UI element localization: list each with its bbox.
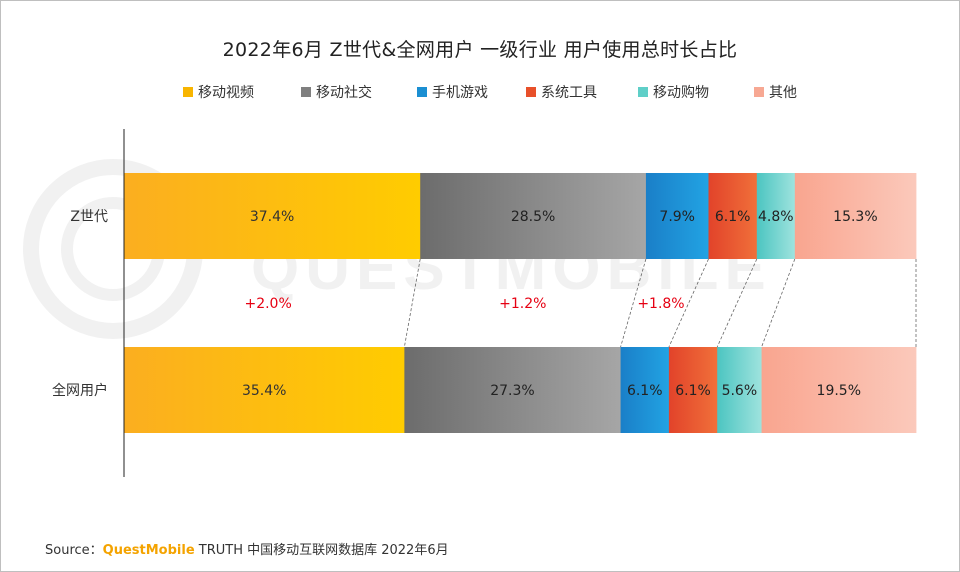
legend-swatch-shopping <box>638 87 648 97</box>
bar-all-users-4 <box>717 347 762 433</box>
data-label-all-users-1: 27.3% <box>490 383 534 399</box>
legend-item-tools: 系统工具 <box>526 82 597 102</box>
difference-label-2: +1.8% <box>637 296 684 312</box>
bar-all-users-2 <box>620 347 670 433</box>
legend-swatch-games <box>417 87 427 97</box>
source-note: Source：QuestMobile TRUTH 中国移动互联网数据库 2022… <box>45 539 449 558</box>
data-label-all-users-3: 6.1% <box>675 383 711 399</box>
data-label-z-generation-1: 28.5% <box>511 209 555 225</box>
data-label-z-generation-4: 4.8% <box>758 209 794 225</box>
connector-line-4 <box>716 258 758 348</box>
legend-label-video: 移动视频 <box>198 85 254 101</box>
bar-z-generation-1 <box>420 173 647 259</box>
difference-label-0: +2.0% <box>244 296 291 312</box>
source-brand: QuestMobile <box>102 543 195 558</box>
bar-all-users-5 <box>761 347 917 433</box>
legend-label-social: 移动社交 <box>316 85 372 101</box>
bar-all-users-0 <box>124 347 405 433</box>
legend-label-other: 其他 <box>769 85 797 101</box>
legend-item-social: 移动社交 <box>301 82 372 102</box>
legend-item-other: 其他 <box>754 82 797 102</box>
data-label-z-generation-0: 37.4% <box>250 209 294 225</box>
legend-swatch-social <box>301 87 311 97</box>
connector-line-5 <box>761 258 796 348</box>
legend-label-tools: 系统工具 <box>541 85 597 101</box>
chart-title: 2022年6月 Z世代&全网用户 一级行业 用户使用总时长占比 <box>222 39 738 61</box>
legend-label-shopping: 移动购物 <box>653 85 709 101</box>
legend-item-video: 移动视频 <box>183 82 254 102</box>
chart-legend: 移动视频 移动社交 手机游戏 系统工具 移动购物 其他 <box>183 82 823 102</box>
bar-all-users-1 <box>404 347 621 433</box>
bar-all-users-3 <box>668 347 718 433</box>
legend-label-games: 手机游戏 <box>432 85 488 101</box>
source-text: TRUTH 中国移动互联网数据库 2022年6月 <box>194 543 449 558</box>
data-label-z-generation-2: 7.9% <box>659 209 695 225</box>
legend-swatch-tools <box>526 87 536 97</box>
legend-item-shopping: 移动购物 <box>638 82 709 102</box>
data-label-all-users-4: 5.6% <box>722 383 758 399</box>
bar-z-generation-5 <box>794 173 917 259</box>
category-label-z-generation: Z世代 <box>70 209 108 225</box>
legend-item-games: 手机游戏 <box>417 82 488 102</box>
connector-line-2 <box>620 258 647 348</box>
bar-z-generation-2 <box>645 173 709 259</box>
data-label-all-users-5: 19.5% <box>817 383 861 399</box>
legend-swatch-other <box>754 87 764 97</box>
bar-z-generation-0 <box>124 173 421 259</box>
source-prefix: Source： <box>45 543 103 558</box>
bar-labels: 37.4% 28.5% 7.9% 6.1% 4.8% 15.3% Z世代 35.4% 27.3%… <box>52 209 878 399</box>
connector-lines <box>403 258 917 348</box>
bar-z-generation-3 <box>708 173 758 259</box>
bars <box>124 173 917 433</box>
bar-z-generation-4 <box>756 173 796 259</box>
data-label-all-users-0: 35.4% <box>242 383 286 399</box>
category-label-all-users: 全网用户 <box>52 382 108 399</box>
data-label-z-generation-5: 15.3% <box>833 209 877 225</box>
connector-line-3 <box>668 258 709 348</box>
data-label-z-generation-3: 6.1% <box>715 209 751 225</box>
legend-swatch-video <box>183 87 193 97</box>
difference-label-1: +1.2% <box>499 296 546 312</box>
data-label-all-users-2: 6.1% <box>627 383 663 399</box>
